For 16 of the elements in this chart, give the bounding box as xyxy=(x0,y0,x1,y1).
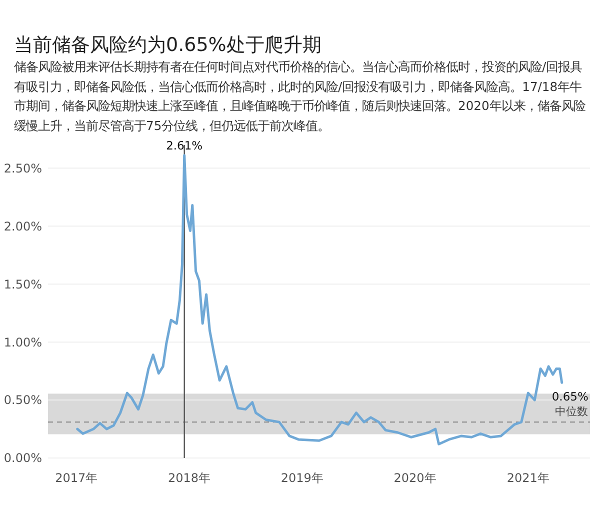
x-tick-label: 2020年 xyxy=(394,471,436,485)
x-tick-label: 2019年 xyxy=(280,471,324,485)
y-tick-label: 0.00% xyxy=(4,451,42,466)
chart-title: 当前储备风险约为0.65%处于爬升期 xyxy=(14,33,322,58)
ref-line-label: 中位数 xyxy=(555,405,588,418)
y-tick-label: 2.00% xyxy=(4,219,42,234)
y-tick-label: 1.00% xyxy=(4,335,42,350)
y-tick-label: 2.50% xyxy=(4,161,42,176)
y-tick-label: 0.50% xyxy=(4,393,42,408)
chart-subtitle: 储备风险被用来评估长期持有者在任何时间点对代币价格的信心。当信心高而价格低时，投资的风险/回报具有吸引力，即储备风险低，当信心低而价格高时，此时的风险/回报没有吸引力，即储备风险高。17/18年牛市期间，储备风险短期快速上涨至峰值，且峰值略晚于币价峰值，随后则快速回落。2020年以来，储备风险缓慢上升，当前尽管高于75分位线，但仍远低于前次峰值。 xyxy=(14,59,586,134)
x-tick-label: 2021年 xyxy=(506,471,550,485)
x-tick-label: 2017年 xyxy=(55,471,98,485)
y-tick-label: 1.50% xyxy=(4,277,42,292)
annotation: 0.65% xyxy=(552,390,588,404)
annotation: 2.61% xyxy=(166,138,203,152)
x-tick-label: 2018年 xyxy=(168,471,211,485)
